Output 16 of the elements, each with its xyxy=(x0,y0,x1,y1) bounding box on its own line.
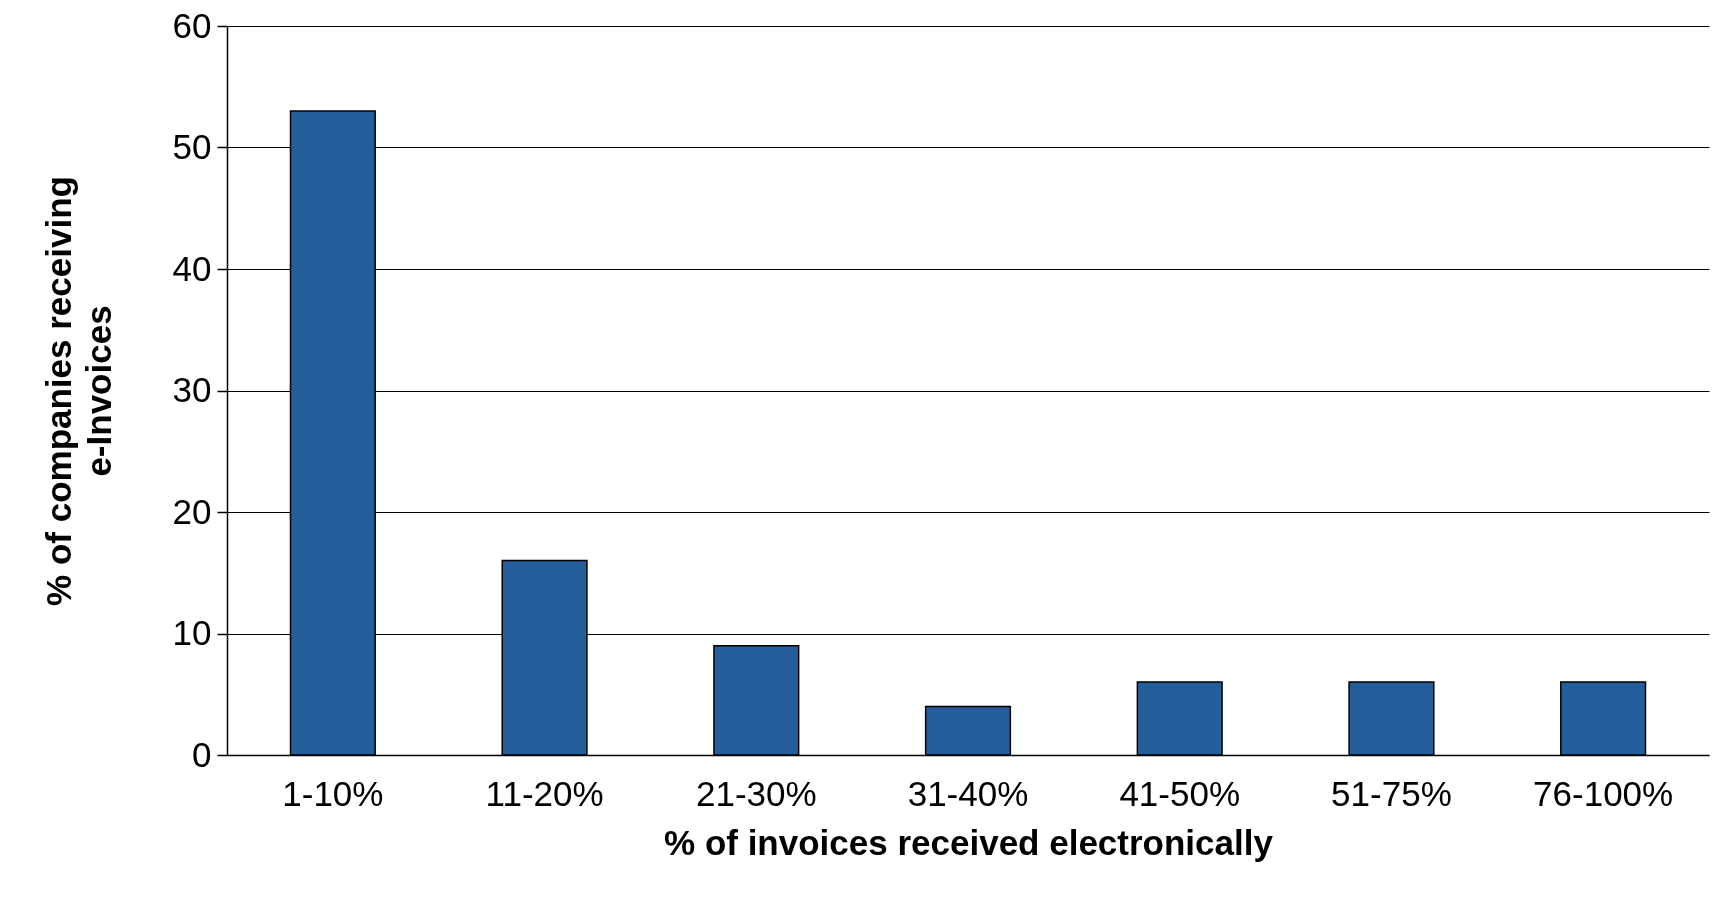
y-tick-label: 30 xyxy=(172,370,212,409)
y-tick-label: 20 xyxy=(172,491,212,531)
x-tick-label: 41-50% xyxy=(1119,773,1241,813)
x-tick-label: 11-20% xyxy=(485,773,604,813)
y-tick-label: 0 xyxy=(192,734,212,774)
y-tick-label: 50 xyxy=(172,127,212,166)
y-axis-title: % of companies receiving e-Invoices xyxy=(38,176,118,606)
y-tick-label: 10 xyxy=(172,613,212,652)
x-tick-label: 1-10% xyxy=(282,773,384,813)
x-tick-label: 51-75% xyxy=(1331,773,1452,813)
x-tick-label: 31-40% xyxy=(907,773,1029,813)
x-axis-title: % of invoices received electronically xyxy=(664,822,1274,862)
y-tick-label: 40 xyxy=(172,248,212,288)
x-tick-label: 76-100% xyxy=(1533,773,1674,813)
y-tick-label: 60 xyxy=(172,5,212,45)
x-tick-label: 21-30% xyxy=(695,773,817,813)
